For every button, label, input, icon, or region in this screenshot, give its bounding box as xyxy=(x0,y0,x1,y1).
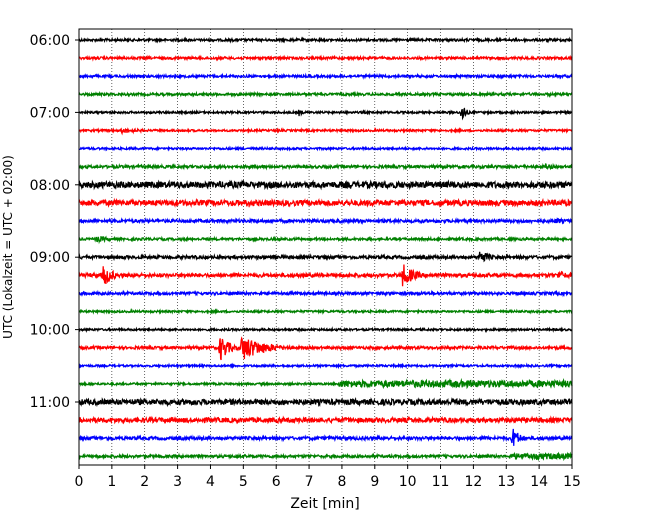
seismic-trace xyxy=(78,451,573,462)
seismic-trace xyxy=(78,264,573,287)
plot-background xyxy=(79,29,572,465)
seismic-trace xyxy=(78,72,573,80)
seismic-trace xyxy=(78,289,573,298)
y-tick-label: 07:00 xyxy=(30,105,70,121)
seismic-trace xyxy=(78,397,573,408)
x-tick-label: 6 xyxy=(272,474,281,490)
x-tick-label: 14 xyxy=(530,474,548,490)
x-tick-label: 12 xyxy=(464,474,482,490)
seismic-trace xyxy=(78,107,573,121)
x-tick-label: 5 xyxy=(239,474,248,490)
seismic-trace xyxy=(78,362,573,370)
x-tick-label: 15 xyxy=(563,474,581,490)
y-axis-label: UTC (Lokalzeit = UTC + 02:00) xyxy=(1,155,15,339)
y-tick-label: 06:00 xyxy=(30,33,70,49)
seismic-trace xyxy=(78,336,573,361)
seismic-trace xyxy=(78,36,573,44)
y-axis-ticks: 06:00 07:00 08:00 09:00 10:00 11:00 xyxy=(30,33,79,411)
y-tick-label: 10:00 xyxy=(30,323,70,339)
x-axis-ticks: 0 1 2 3 4 5 6 7 8 9 10 11 12 13 14 15 xyxy=(75,465,581,490)
x-tick-label: 2 xyxy=(140,474,149,490)
x-tick-label: 8 xyxy=(337,474,346,490)
seismic-trace xyxy=(78,127,573,136)
y-tick-label: 08:00 xyxy=(30,178,70,194)
seismic-trace xyxy=(78,162,573,171)
x-tick-label: 13 xyxy=(497,474,515,490)
seismic-trace xyxy=(78,235,573,245)
traces-layer xyxy=(78,36,573,462)
seismic-trace xyxy=(78,308,573,315)
y-tick-label: 09:00 xyxy=(30,250,70,266)
seismic-trace xyxy=(78,197,573,208)
x-tick-label: 3 xyxy=(173,474,182,490)
x-tick-label: 1 xyxy=(107,474,116,490)
x-tick-label: 0 xyxy=(75,474,84,490)
seismic-trace xyxy=(78,90,573,99)
x-tick-label: 9 xyxy=(370,474,379,490)
seismic-trace xyxy=(78,54,573,62)
seismic-trace xyxy=(78,251,573,263)
seismic-trace xyxy=(78,415,573,425)
vertical-grid xyxy=(111,29,540,465)
seismic-trace xyxy=(78,145,573,152)
seismic-trace xyxy=(78,377,573,390)
x-tick-label: 4 xyxy=(206,474,215,490)
seismic-trace xyxy=(78,326,573,334)
seismic-trace xyxy=(78,428,573,446)
x-axis-label: Zeit [min] xyxy=(290,496,359,512)
seismic-trace xyxy=(78,179,573,191)
x-tick-label: 11 xyxy=(432,474,450,490)
x-tick-label: 7 xyxy=(305,474,314,490)
seismic-trace xyxy=(78,217,573,226)
plot-frame xyxy=(78,28,573,466)
y-tick-label: 11:00 xyxy=(30,395,70,411)
x-tick-label: 10 xyxy=(399,474,417,490)
